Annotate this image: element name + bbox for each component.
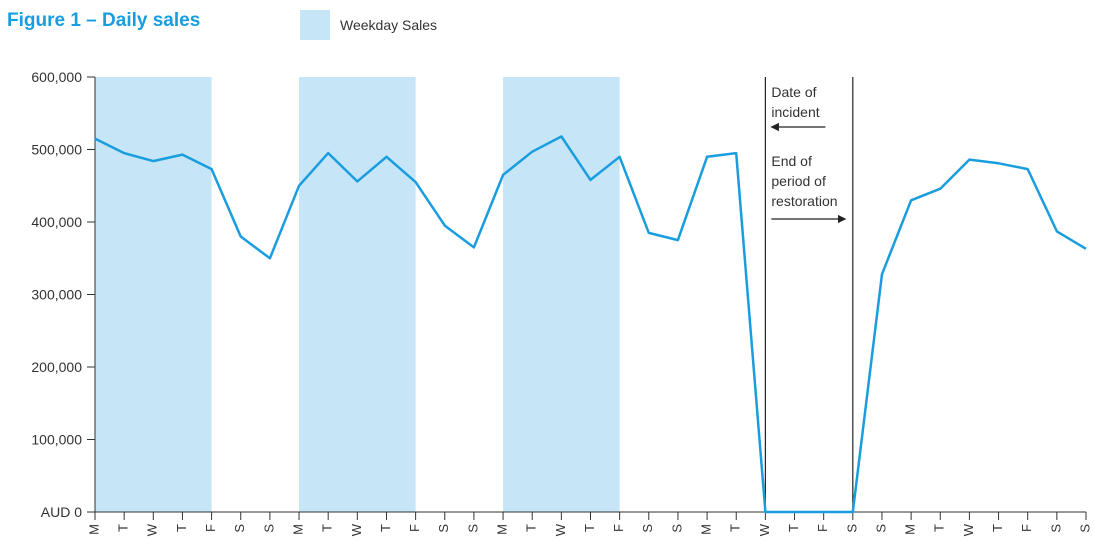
x-tick-label: M xyxy=(699,524,714,535)
data-point xyxy=(530,150,534,154)
x-tick-label: F xyxy=(815,524,830,532)
data-point xyxy=(880,272,884,276)
x-tick-label: T xyxy=(320,524,335,532)
x-tick-label: W xyxy=(145,523,160,536)
annotation-text: restoration xyxy=(771,193,837,209)
x-tick-label: S xyxy=(873,524,888,533)
annotation-text: incident xyxy=(771,104,819,120)
data-point xyxy=(559,134,563,138)
x-tick-label: T xyxy=(582,524,597,532)
data-point xyxy=(705,155,709,159)
x-tick-label: M xyxy=(494,524,509,535)
x-tick-label: S xyxy=(669,524,684,533)
y-tick-label: 600,000 xyxy=(31,69,82,85)
y-tick-label: 400,000 xyxy=(31,214,82,230)
data-point xyxy=(355,179,359,183)
x-tick-label: T xyxy=(990,524,1005,532)
annotation-text: End of xyxy=(771,153,812,169)
annotation-text: period of xyxy=(771,173,826,189)
data-point xyxy=(501,173,505,177)
data-point xyxy=(1055,229,1059,233)
x-tick-label: M xyxy=(290,524,305,535)
data-point xyxy=(676,238,680,242)
y-tick-label: 300,000 xyxy=(31,287,82,303)
data-point xyxy=(472,245,476,249)
x-tick-label: W xyxy=(553,523,568,536)
x-tick-label: T xyxy=(786,524,801,532)
x-tick-label: W xyxy=(757,523,772,536)
weekday-band-2 xyxy=(299,77,416,512)
y-tick-label: 200,000 xyxy=(31,359,82,375)
data-point xyxy=(122,151,126,155)
data-point xyxy=(297,184,301,188)
data-point xyxy=(822,510,826,514)
x-tick-label: T xyxy=(524,524,539,532)
data-point xyxy=(414,180,418,184)
x-tick-label: S xyxy=(465,524,480,533)
data-point xyxy=(443,224,447,228)
x-tick-label: W xyxy=(961,523,976,536)
annotation-text: Date of xyxy=(771,84,816,100)
weekday-band-1 xyxy=(95,77,212,512)
data-point xyxy=(239,235,243,239)
data-point xyxy=(647,231,651,235)
x-tick-label: S xyxy=(261,524,276,533)
x-tick-label: M xyxy=(86,524,101,535)
data-point xyxy=(1084,247,1088,251)
x-tick-label: W xyxy=(349,523,364,536)
x-tick-label: S xyxy=(1048,524,1063,533)
x-tick-label: T xyxy=(728,524,743,532)
data-point xyxy=(180,153,184,157)
data-point xyxy=(268,256,272,260)
legend-swatch-weekday xyxy=(300,10,330,40)
data-point xyxy=(326,151,330,155)
chart-legend: Weekday Sales xyxy=(300,10,437,40)
data-point xyxy=(763,510,767,514)
data-point xyxy=(151,159,155,163)
y-tick-label: AUD 0 xyxy=(41,504,82,520)
data-point xyxy=(589,178,593,182)
data-point xyxy=(967,158,971,162)
data-point xyxy=(618,155,622,159)
data-point xyxy=(997,161,1001,165)
data-point xyxy=(793,510,797,514)
data-point xyxy=(938,187,942,191)
legend-label-weekday: Weekday Sales xyxy=(340,17,438,33)
x-tick-label: S xyxy=(640,524,655,533)
x-tick-label: S xyxy=(232,524,247,533)
x-tick-label: F xyxy=(407,524,422,532)
x-tick-label: T xyxy=(174,524,189,532)
data-point xyxy=(734,151,738,155)
data-point xyxy=(384,155,388,159)
x-tick-label: F xyxy=(1019,524,1034,532)
x-tick-label: F xyxy=(611,524,626,532)
x-tick-label: S xyxy=(1077,524,1092,533)
x-tick-label: F xyxy=(203,524,218,532)
chart-title: Figure 1 – Daily sales xyxy=(7,10,201,31)
x-tick-label: M xyxy=(903,524,918,535)
x-tick-label: S xyxy=(436,524,451,533)
data-point xyxy=(1026,167,1030,171)
y-tick-label: 500,000 xyxy=(31,142,82,158)
data-point xyxy=(93,137,97,141)
y-tick-label: 100,000 xyxy=(31,432,82,448)
data-point xyxy=(909,198,913,202)
data-point xyxy=(851,510,855,514)
weekday-band-3 xyxy=(503,77,620,512)
x-tick-label: T xyxy=(378,524,393,532)
x-tick-label: S xyxy=(844,524,859,533)
data-point xyxy=(210,167,214,171)
x-tick-label: T xyxy=(932,524,947,532)
series-line-daily-sales xyxy=(94,135,1087,514)
x-tick-label: T xyxy=(116,524,131,532)
